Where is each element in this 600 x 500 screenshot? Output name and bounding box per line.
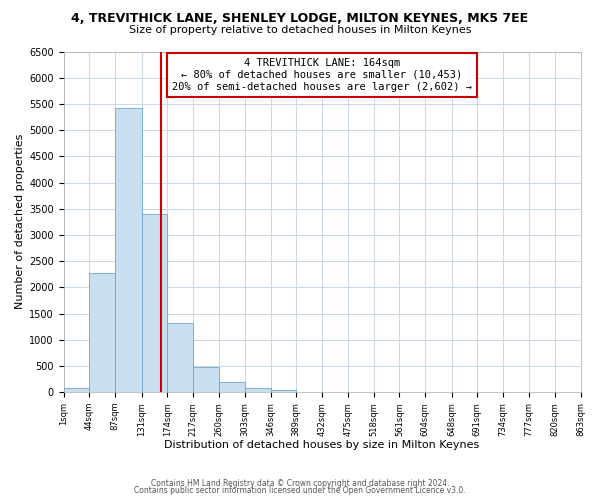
Text: 4, TREVITHICK LANE, SHENLEY LODGE, MILTON KEYNES, MK5 7EE: 4, TREVITHICK LANE, SHENLEY LODGE, MILTO… <box>71 12 529 26</box>
Text: Contains public sector information licensed under the Open Government Licence v3: Contains public sector information licen… <box>134 486 466 495</box>
Bar <box>142 214 167 392</box>
Bar <box>245 388 271 392</box>
Bar <box>271 390 296 392</box>
Bar <box>115 108 142 392</box>
Text: Contains HM Land Registry data © Crown copyright and database right 2024.: Contains HM Land Registry data © Crown c… <box>151 478 449 488</box>
X-axis label: Distribution of detached houses by size in Milton Keynes: Distribution of detached houses by size … <box>164 440 479 450</box>
Bar <box>64 388 89 392</box>
Bar <box>193 367 219 392</box>
Bar <box>219 382 245 392</box>
Bar <box>89 273 115 392</box>
Text: Size of property relative to detached houses in Milton Keynes: Size of property relative to detached ho… <box>129 25 471 35</box>
Bar <box>167 324 193 392</box>
Y-axis label: Number of detached properties: Number of detached properties <box>15 134 25 310</box>
Text: 4 TREVITHICK LANE: 164sqm
← 80% of detached houses are smaller (10,453)
20% of s: 4 TREVITHICK LANE: 164sqm ← 80% of detac… <box>172 58 472 92</box>
